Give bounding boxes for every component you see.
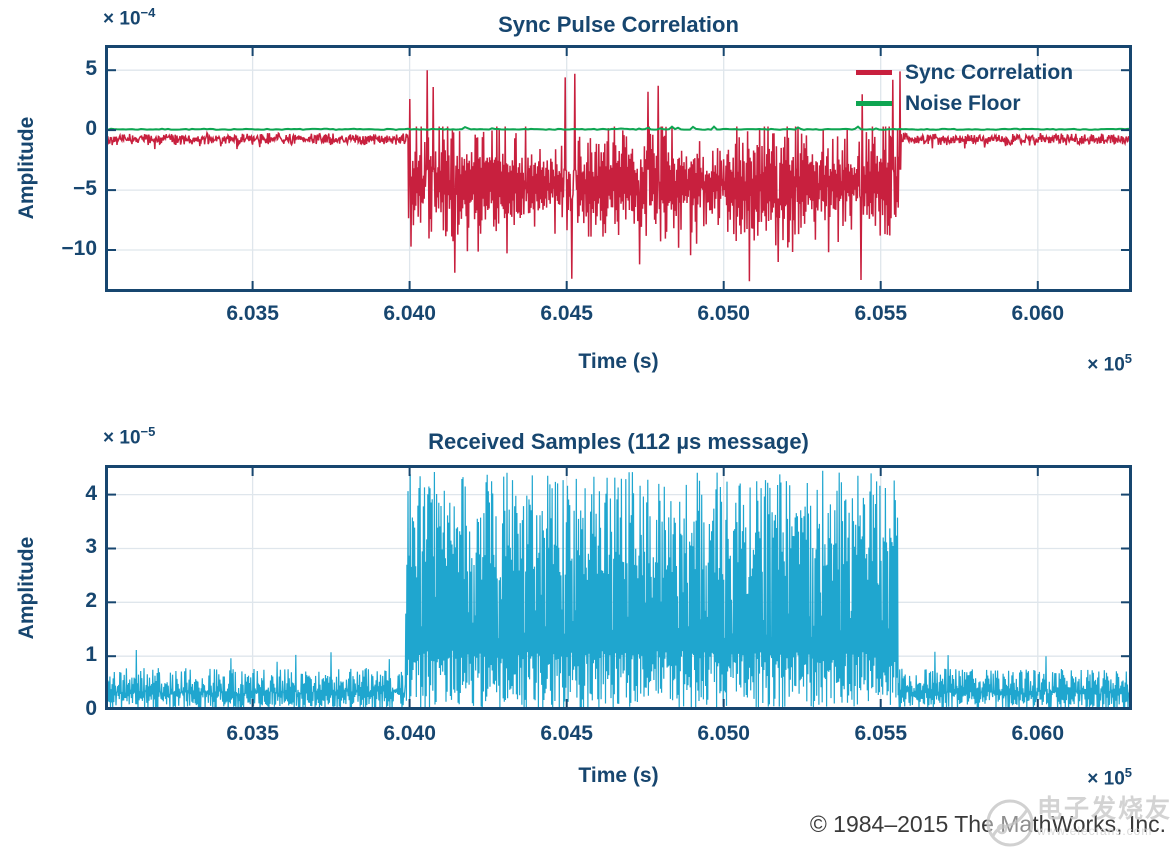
x-tick-label: 6.045 <box>540 302 593 325</box>
plot-area-sync-correlation <box>105 45 1132 292</box>
x-exponent-label-bottom: × 105 <box>1087 765 1132 790</box>
watermark-cn-text: 电子发烧友 <box>1036 795 1172 823</box>
y-exponent-label-top: × 10−4 <box>103 5 156 30</box>
x-tick-label: 6.040 <box>383 722 436 745</box>
y-tick-label: 5 <box>85 57 97 81</box>
x-axis-label-bottom: Time (s) <box>578 764 659 787</box>
plot-area-received-samples <box>105 465 1132 710</box>
y-tick-label: 0 <box>85 697 97 720</box>
y-exponent-label-bottom: × 10−5 <box>103 424 156 449</box>
y-tick-label: −5 <box>73 177 97 201</box>
x-tick-label: 6.060 <box>1011 722 1065 745</box>
x-tick-label: 6.055 <box>854 722 908 745</box>
x-axis-label-top: Time (s) <box>578 350 659 373</box>
x-tick-label: 6.040 <box>383 302 436 325</box>
x-exponent-label-top: × 105 <box>1087 351 1132 376</box>
x-tick-label: 6.060 <box>1011 302 1065 325</box>
x-tick-label: 6.035 <box>226 722 279 745</box>
chart-title-sync: Sync Pulse Correlation <box>498 12 739 37</box>
x-tick-label: 6.035 <box>226 302 279 325</box>
x-tick-label: 6.045 <box>540 722 593 745</box>
legend-label: Sync Correlation <box>905 60 1074 84</box>
watermark: 电子发烧友 www.elecfans.com <box>985 795 1172 848</box>
legend-entry: Noise Floor <box>856 89 1073 118</box>
x-tick-label: 6.050 <box>697 302 750 325</box>
chart-title-received: Received Samples (112 µs message) <box>428 429 809 454</box>
x-tick-label: 6.050 <box>697 722 750 745</box>
legend: Sync Correlation Noise Floor <box>856 58 1073 118</box>
y-tick-label: 4 <box>85 481 97 505</box>
y-tick-label: 0 <box>85 117 97 141</box>
y-tick-label: −10 <box>61 237 97 261</box>
legend-entry: Sync Correlation <box>856 58 1073 87</box>
legend-line-swatch <box>856 101 892 106</box>
y-tick-label: 1 <box>85 643 97 667</box>
x-tick-label: 6.055 <box>854 302 908 325</box>
watermark-logo-icon <box>986 799 1034 847</box>
legend-line-swatch <box>856 70 892 75</box>
legend-label: Noise Floor <box>905 91 1021 115</box>
watermark-url-text: www.elecfans.com <box>1036 823 1153 838</box>
y-tick-label: 3 <box>85 535 97 559</box>
y-tick-label: 2 <box>85 589 97 613</box>
